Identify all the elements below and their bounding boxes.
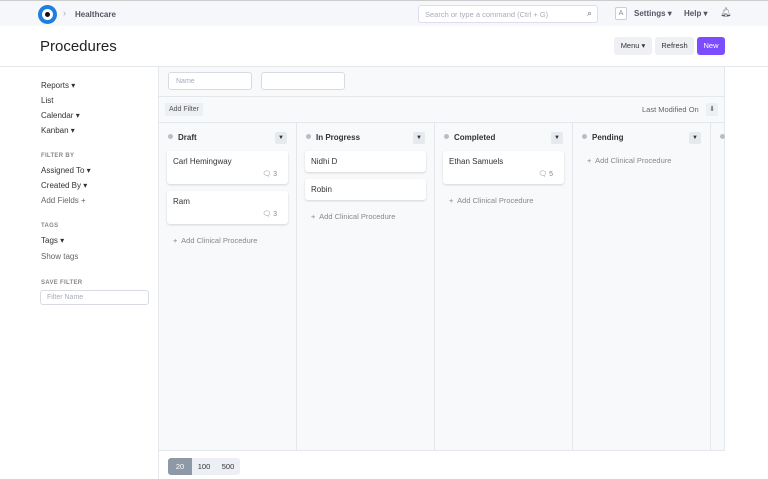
filter-by-heading: FILTER BY xyxy=(41,153,75,159)
sort-selector[interactable]: Last Modified On xyxy=(642,105,699,114)
filter-name-input[interactable]: Filter Name xyxy=(40,290,149,305)
column-title xyxy=(720,133,730,142)
sidebar-item-reports[interactable]: Reports ▾ xyxy=(41,81,76,90)
add-card-button[interactable]: + Add Clinical Procedure xyxy=(311,212,396,221)
comment-icon: 🗨︎ 3 xyxy=(262,211,277,218)
avatar[interactable]: A xyxy=(615,7,627,20)
add-fields-link[interactable]: Add Fields + xyxy=(41,196,86,205)
column-menu-icon[interactable]: ▼ xyxy=(689,132,701,144)
kanban-board: Draft ▼ Carl Hemingway 🗨︎ 3 Ram 🗨︎ 3 + Add… xyxy=(159,122,725,451)
comment-icon: 🗨︎ 3 xyxy=(262,171,277,178)
kanban-card[interactable]: Nidhi D xyxy=(305,151,426,172)
kanban-main: Name Add Filter Last Modified On ⬇ Draft… xyxy=(158,67,725,479)
breadcrumb[interactable]: Healthcare xyxy=(75,10,116,19)
column-menu-icon[interactable]: ▼ xyxy=(275,132,287,144)
card-title: Nidhi D xyxy=(311,157,338,166)
refresh-button[interactable]: Refresh xyxy=(655,37,694,55)
add-card-button[interactable]: + Add Clinical Procedure xyxy=(173,236,258,245)
search-placeholder: Search or type a command (Ctrl + G) xyxy=(425,10,549,19)
add-card-button[interactable]: + Add Clinical Procedure xyxy=(587,156,672,165)
card-title: Ram xyxy=(173,197,190,206)
settings-dropdown[interactable]: Settings ▾ xyxy=(634,9,672,18)
kanban-card[interactable]: Ram 🗨︎ 3 xyxy=(167,191,288,224)
kanban-card[interactable]: Ethan Samuels 🗨︎ 5 xyxy=(443,151,564,184)
sidebar-item-kanban[interactable]: Kanban ▾ xyxy=(41,126,75,135)
column-partial xyxy=(711,123,725,451)
tags-dropdown[interactable]: Tags ▾ xyxy=(41,236,65,245)
new-button[interactable]: New xyxy=(697,37,725,55)
add-card-button[interactable]: + Add Clinical Procedure xyxy=(449,196,534,205)
sidebar-item-list[interactable]: List xyxy=(41,96,54,105)
paging-bar: 20 100 500 xyxy=(159,450,725,479)
search-input[interactable]: Search or type a command (Ctrl + G) ⌕ xyxy=(418,5,598,23)
page-title: Procedures xyxy=(40,38,117,55)
column-title: Pending xyxy=(582,133,624,142)
column-title: In Progress xyxy=(306,133,360,142)
column-menu-icon[interactable]: ▼ xyxy=(551,132,563,144)
filter-created-by[interactable]: Created By ▾ xyxy=(41,181,88,190)
menu-button[interactable]: Menu ▾ xyxy=(614,37,652,55)
show-tags-link[interactable]: Show tags xyxy=(41,252,79,261)
column-draft: Draft ▼ Carl Hemingway 🗨︎ 3 Ram 🗨︎ 3 + Add… xyxy=(159,123,297,451)
column-title: Completed xyxy=(444,133,495,142)
column-menu-icon[interactable]: ▼ xyxy=(413,132,425,144)
comment-icon: 🗨︎ 5 xyxy=(538,171,553,178)
filter-bar: Name xyxy=(159,67,725,97)
column-pending: Pending ▼ + Add Clinical Procedure xyxy=(573,123,711,451)
kanban-card[interactable]: Carl Hemingway 🗨︎ 3 xyxy=(167,151,288,184)
sidebar-item-calendar[interactable]: Calendar ▾ xyxy=(41,111,80,120)
page-size-500[interactable]: 500 xyxy=(216,458,240,475)
kanban-card[interactable]: Robin xyxy=(305,179,426,200)
page-size-100[interactable]: 100 xyxy=(192,458,216,475)
filter-assigned-to[interactable]: Assigned To ▾ xyxy=(41,166,91,175)
column-completed: Completed ▼ Ethan Samuels 🗨︎ 5 + Add Clin… xyxy=(435,123,573,451)
save-filter-heading: SAVE FILTER xyxy=(41,280,83,286)
card-title: Carl Hemingway xyxy=(173,157,232,166)
secondary-filter-input[interactable] xyxy=(261,72,345,90)
add-filter-button[interactable]: Add Filter xyxy=(165,103,203,116)
app-logo[interactable] xyxy=(38,5,57,24)
chevron-right-icon: › xyxy=(63,8,66,18)
navbar: › Healthcare Search or type a command (C… xyxy=(0,0,768,26)
page-size-20[interactable]: 20 xyxy=(168,458,192,475)
sort-order-icon[interactable]: ⬇ xyxy=(706,103,718,116)
card-title: Ethan Samuels xyxy=(449,157,504,166)
name-filter-input[interactable]: Name xyxy=(168,72,252,90)
column-in-progress: In Progress ▼ Nidhi D Robin + Add Clinic… xyxy=(297,123,435,451)
help-dropdown[interactable]: Help ▾ xyxy=(684,9,708,18)
card-title: Robin xyxy=(311,185,332,194)
bell-icon[interactable]: 🔔︎ xyxy=(720,7,732,17)
column-title: Draft xyxy=(168,133,197,142)
divider xyxy=(0,66,768,67)
tags-heading: TAGS xyxy=(41,223,59,229)
search-icon: ⌕ xyxy=(586,8,592,18)
